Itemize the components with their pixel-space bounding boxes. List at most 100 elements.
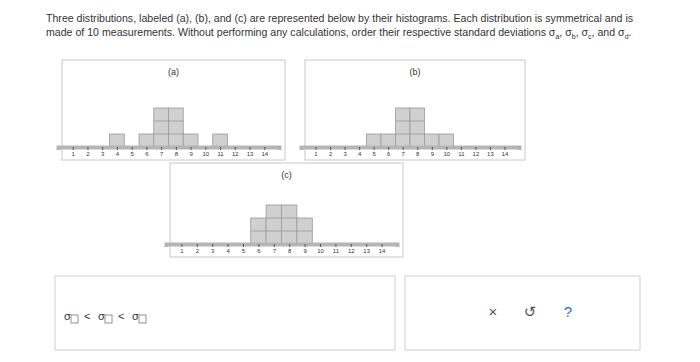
button-box [405, 276, 640, 350]
text-run: Three distributions, labeled (a), (b), a… [46, 12, 633, 24]
tick-mark [316, 147, 317, 150]
tick: 12 [348, 244, 355, 254]
answer-slot[interactable] [139, 315, 146, 323]
relation: < [118, 310, 124, 322]
tick-label: 5 [242, 248, 246, 254]
bar [410, 108, 425, 147]
bar [154, 108, 169, 147]
axis-line [302, 148, 520, 151]
tick-mark [345, 147, 346, 150]
tick: 9 [303, 244, 307, 254]
tick: 1 [72, 147, 76, 157]
tick: 4 [116, 147, 120, 157]
tick-mark [490, 147, 491, 150]
tick-label: 3 [343, 151, 347, 157]
button[interactable]: ? [564, 303, 572, 320]
tick-label: 13 [247, 151, 254, 157]
tick-mark [117, 147, 118, 150]
button[interactable]: ↺ [524, 303, 537, 320]
tick-mark [235, 147, 236, 150]
bar [381, 134, 396, 147]
tick-label: 3 [211, 248, 215, 254]
answer-slot[interactable] [105, 315, 112, 323]
tick-label: 10 [317, 248, 324, 254]
tick: 5 [130, 147, 134, 157]
histogram-panel: (a)1234567891011121314 [59, 60, 286, 160]
tick-mark [250, 147, 251, 150]
tick: 7 [402, 147, 406, 157]
tick-label: 1 [72, 151, 76, 157]
x-axis: 1234567891011121314 [302, 147, 520, 157]
bar [282, 205, 297, 244]
bar [110, 134, 125, 147]
tick: 3 [343, 147, 347, 157]
tick-mark [73, 147, 74, 150]
text-run: , and σ [592, 26, 626, 38]
x-axis: 1234567891011121314 [59, 147, 280, 157]
square-divider [297, 231, 312, 232]
tick-mark [212, 244, 213, 247]
tick: 9 [431, 147, 435, 157]
tick-label: 1 [180, 248, 184, 254]
tick: 14 [261, 147, 268, 157]
tick-mark [366, 244, 367, 247]
tick-mark [161, 147, 162, 150]
tick: 8 [416, 147, 420, 157]
button[interactable]: × [489, 303, 498, 320]
tick-label: 4 [358, 151, 362, 157]
tick: 9 [189, 147, 193, 157]
panel-title: (a) [168, 67, 179, 77]
tick-mark [475, 147, 476, 150]
bar [251, 218, 266, 244]
tick-label: 12 [232, 151, 239, 157]
tick-mark [504, 147, 505, 150]
tick-mark [132, 147, 133, 150]
square-divider [395, 134, 410, 135]
tick: 11 [333, 244, 340, 254]
tick-label: 14 [502, 151, 509, 157]
tick-label: 13 [487, 151, 494, 157]
tick: 6 [257, 244, 261, 254]
tick-mark [264, 147, 265, 150]
axis-line [167, 245, 398, 248]
tick-label: 2 [196, 248, 200, 254]
square-divider [410, 134, 425, 135]
square-divider [154, 134, 169, 135]
question: Three distributions, labeled (a), (b), a… [46, 12, 633, 40]
tick-mark [403, 147, 404, 150]
tick-label: 2 [86, 151, 90, 157]
tick-label: 10 [443, 151, 450, 157]
sigma-symbol: σ [98, 310, 105, 322]
tick-mark [330, 147, 331, 150]
tick-mark [305, 244, 306, 247]
tick: 12 [232, 147, 239, 157]
tick: 6 [387, 147, 391, 157]
bar [439, 134, 454, 147]
tick-label: 14 [379, 248, 386, 254]
answer-area: σ<σ<σ×↺? [55, 276, 640, 350]
tick-mark [382, 244, 383, 247]
tick-label: 14 [261, 151, 268, 157]
bar [425, 134, 440, 147]
tick-label: 6 [145, 151, 149, 157]
tick-mark [417, 147, 418, 150]
tick-mark [87, 147, 88, 150]
bar [366, 134, 381, 147]
tick: 1 [180, 244, 184, 254]
tick-label: 11 [217, 151, 224, 157]
tick: 13 [487, 147, 494, 157]
tick-mark [102, 147, 103, 150]
tick-label: 7 [273, 248, 277, 254]
tick-label: 12 [473, 151, 480, 157]
tick-label: 11 [458, 151, 465, 157]
tick: 10 [443, 147, 450, 157]
tick: 4 [226, 244, 230, 254]
bar [297, 218, 312, 244]
tick: 14 [379, 244, 386, 254]
panel-title: (b) [410, 67, 421, 77]
tick-mark [359, 147, 360, 150]
tick-label: 5 [372, 151, 376, 157]
answer-slot[interactable] [71, 315, 78, 323]
question-line: Three distributions, labeled (a), (b), a… [46, 12, 633, 24]
bars [110, 108, 228, 147]
